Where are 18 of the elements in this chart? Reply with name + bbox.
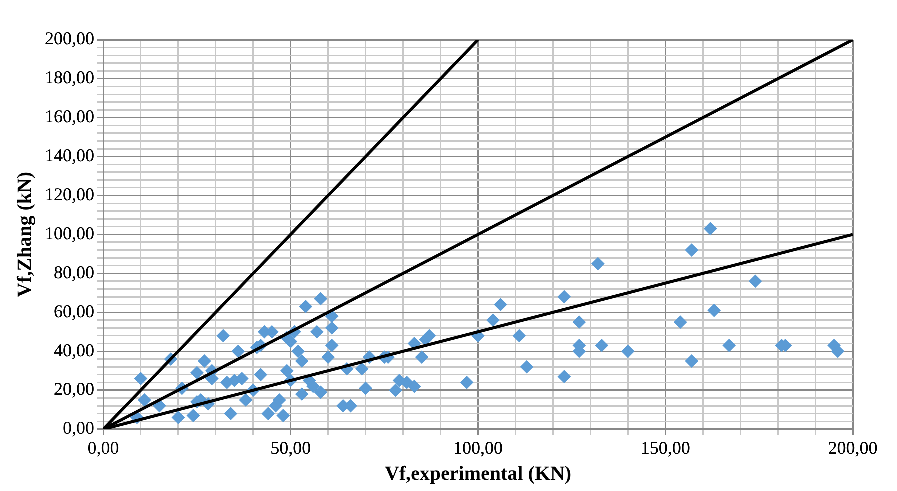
x-tick-label: 150,00 [640,438,690,458]
x-tick-label: 100,00 [454,438,503,458]
y-tick-label: 160,00 [45,106,94,127]
y-tick-label: 120,00 [45,184,94,204]
x-axis-title: Vf,experimental (KN) [384,463,572,486]
y-tick-label: 80,00 [54,262,94,282]
y-tick-label: 0,00 [63,418,94,438]
x-tick-label: 0,00 [88,438,120,458]
y-tick-label: 200,00 [45,28,94,49]
y-tick-label: 140,00 [45,146,94,166]
y-tick-label: 180,00 [45,68,94,88]
x-tick-label: 50,00 [270,438,312,458]
y-tick-label: 60,00 [54,301,94,322]
x-tick-label: 200,00 [828,438,878,458]
y-tick-label: 100,00 [45,223,94,244]
y-tick-label: 20,00 [54,379,94,400]
y-axis-title: Vf,Zhang (kN) [14,172,36,298]
y-tick-label: 40,00 [54,340,94,360]
